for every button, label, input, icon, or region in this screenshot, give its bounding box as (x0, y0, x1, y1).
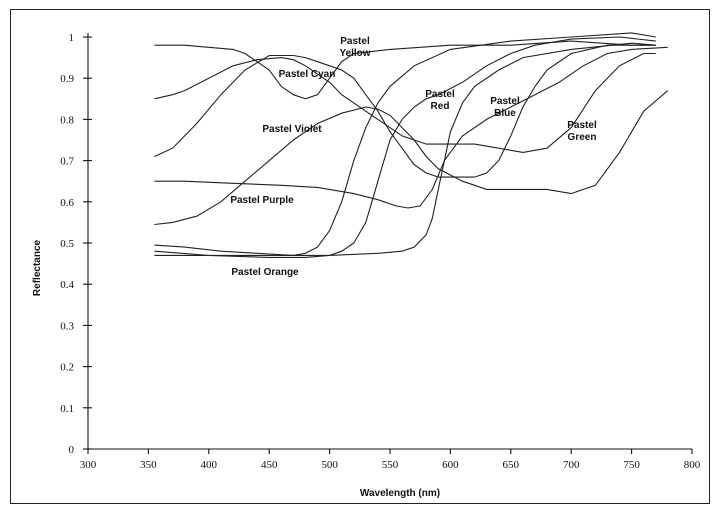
x-tick-label: 300 (80, 459, 97, 471)
x-tick-label: 500 (321, 459, 338, 471)
y-tick-label: 0.6 (60, 197, 74, 209)
curve-label-pastel-orange: Pastel Orange (231, 267, 299, 278)
y-tick-label: 0.3 (60, 320, 74, 332)
series-line-pastel-orange (154, 32, 656, 256)
x-tick-label: 800 (684, 459, 701, 471)
curve-label-pastel-green: Pastel Green (567, 120, 597, 143)
curve-label-pastel-violet: Pastel Violet (262, 124, 322, 135)
y-tick-label: 0.9 (60, 73, 74, 85)
axes: 300 350 400 450 500 550 600 650 700 750 800 0 0.1 0.2… (60, 32, 701, 471)
series-line-pastel-red (154, 42, 656, 256)
x-tick-label: 550 (382, 459, 399, 471)
y-axis-title: Reflectance (32, 239, 43, 296)
y-tick-label: 0.2 (60, 362, 74, 374)
x-tick-label: 750 (623, 459, 640, 471)
x-tick-label: 450 (261, 459, 278, 471)
x-tick-label: 650 (503, 459, 520, 471)
series-line-pastel-cyan (154, 52, 656, 153)
series-line-pastel-yellow (154, 40, 656, 100)
x-tick-label: 700 (563, 459, 580, 471)
series-layer (154, 32, 669, 258)
series-line-pastel-purple (154, 90, 669, 226)
x-tick-label: 600 (442, 459, 459, 471)
x-tick-label: 350 (140, 459, 157, 471)
y-tick-label: 0.5 (60, 238, 74, 250)
series-line-pastel-violet (154, 44, 656, 178)
y-tick-label: 0 (69, 444, 75, 456)
y-tick-label: 0.7 (60, 156, 74, 168)
y-tick-label: 0.8 (60, 114, 74, 126)
x-tick-label: 400 (201, 459, 218, 471)
series-line-pastel-green (154, 36, 656, 258)
curve-label-pastel-cyan: Pastel Cyan (279, 69, 336, 80)
series-line-pastel-blue (154, 46, 668, 209)
curve-label-pastel-blue: Pastel Blue (490, 96, 520, 119)
y-tick-label: 1 (69, 32, 75, 44)
curve-label-pastel-purple: Pastel Purple (230, 195, 294, 206)
chart-frame (10, 9, 710, 504)
x-axis-title: Wavelength (nm) (360, 488, 440, 499)
y-tick-label: 0.4 (60, 279, 74, 291)
y-tick-label: 0.1 (60, 403, 74, 415)
curve-label-pastel-red: Pastel Red (425, 89, 455, 112)
curve-label-pastel-yellow: Pastel Yellow (339, 36, 370, 59)
